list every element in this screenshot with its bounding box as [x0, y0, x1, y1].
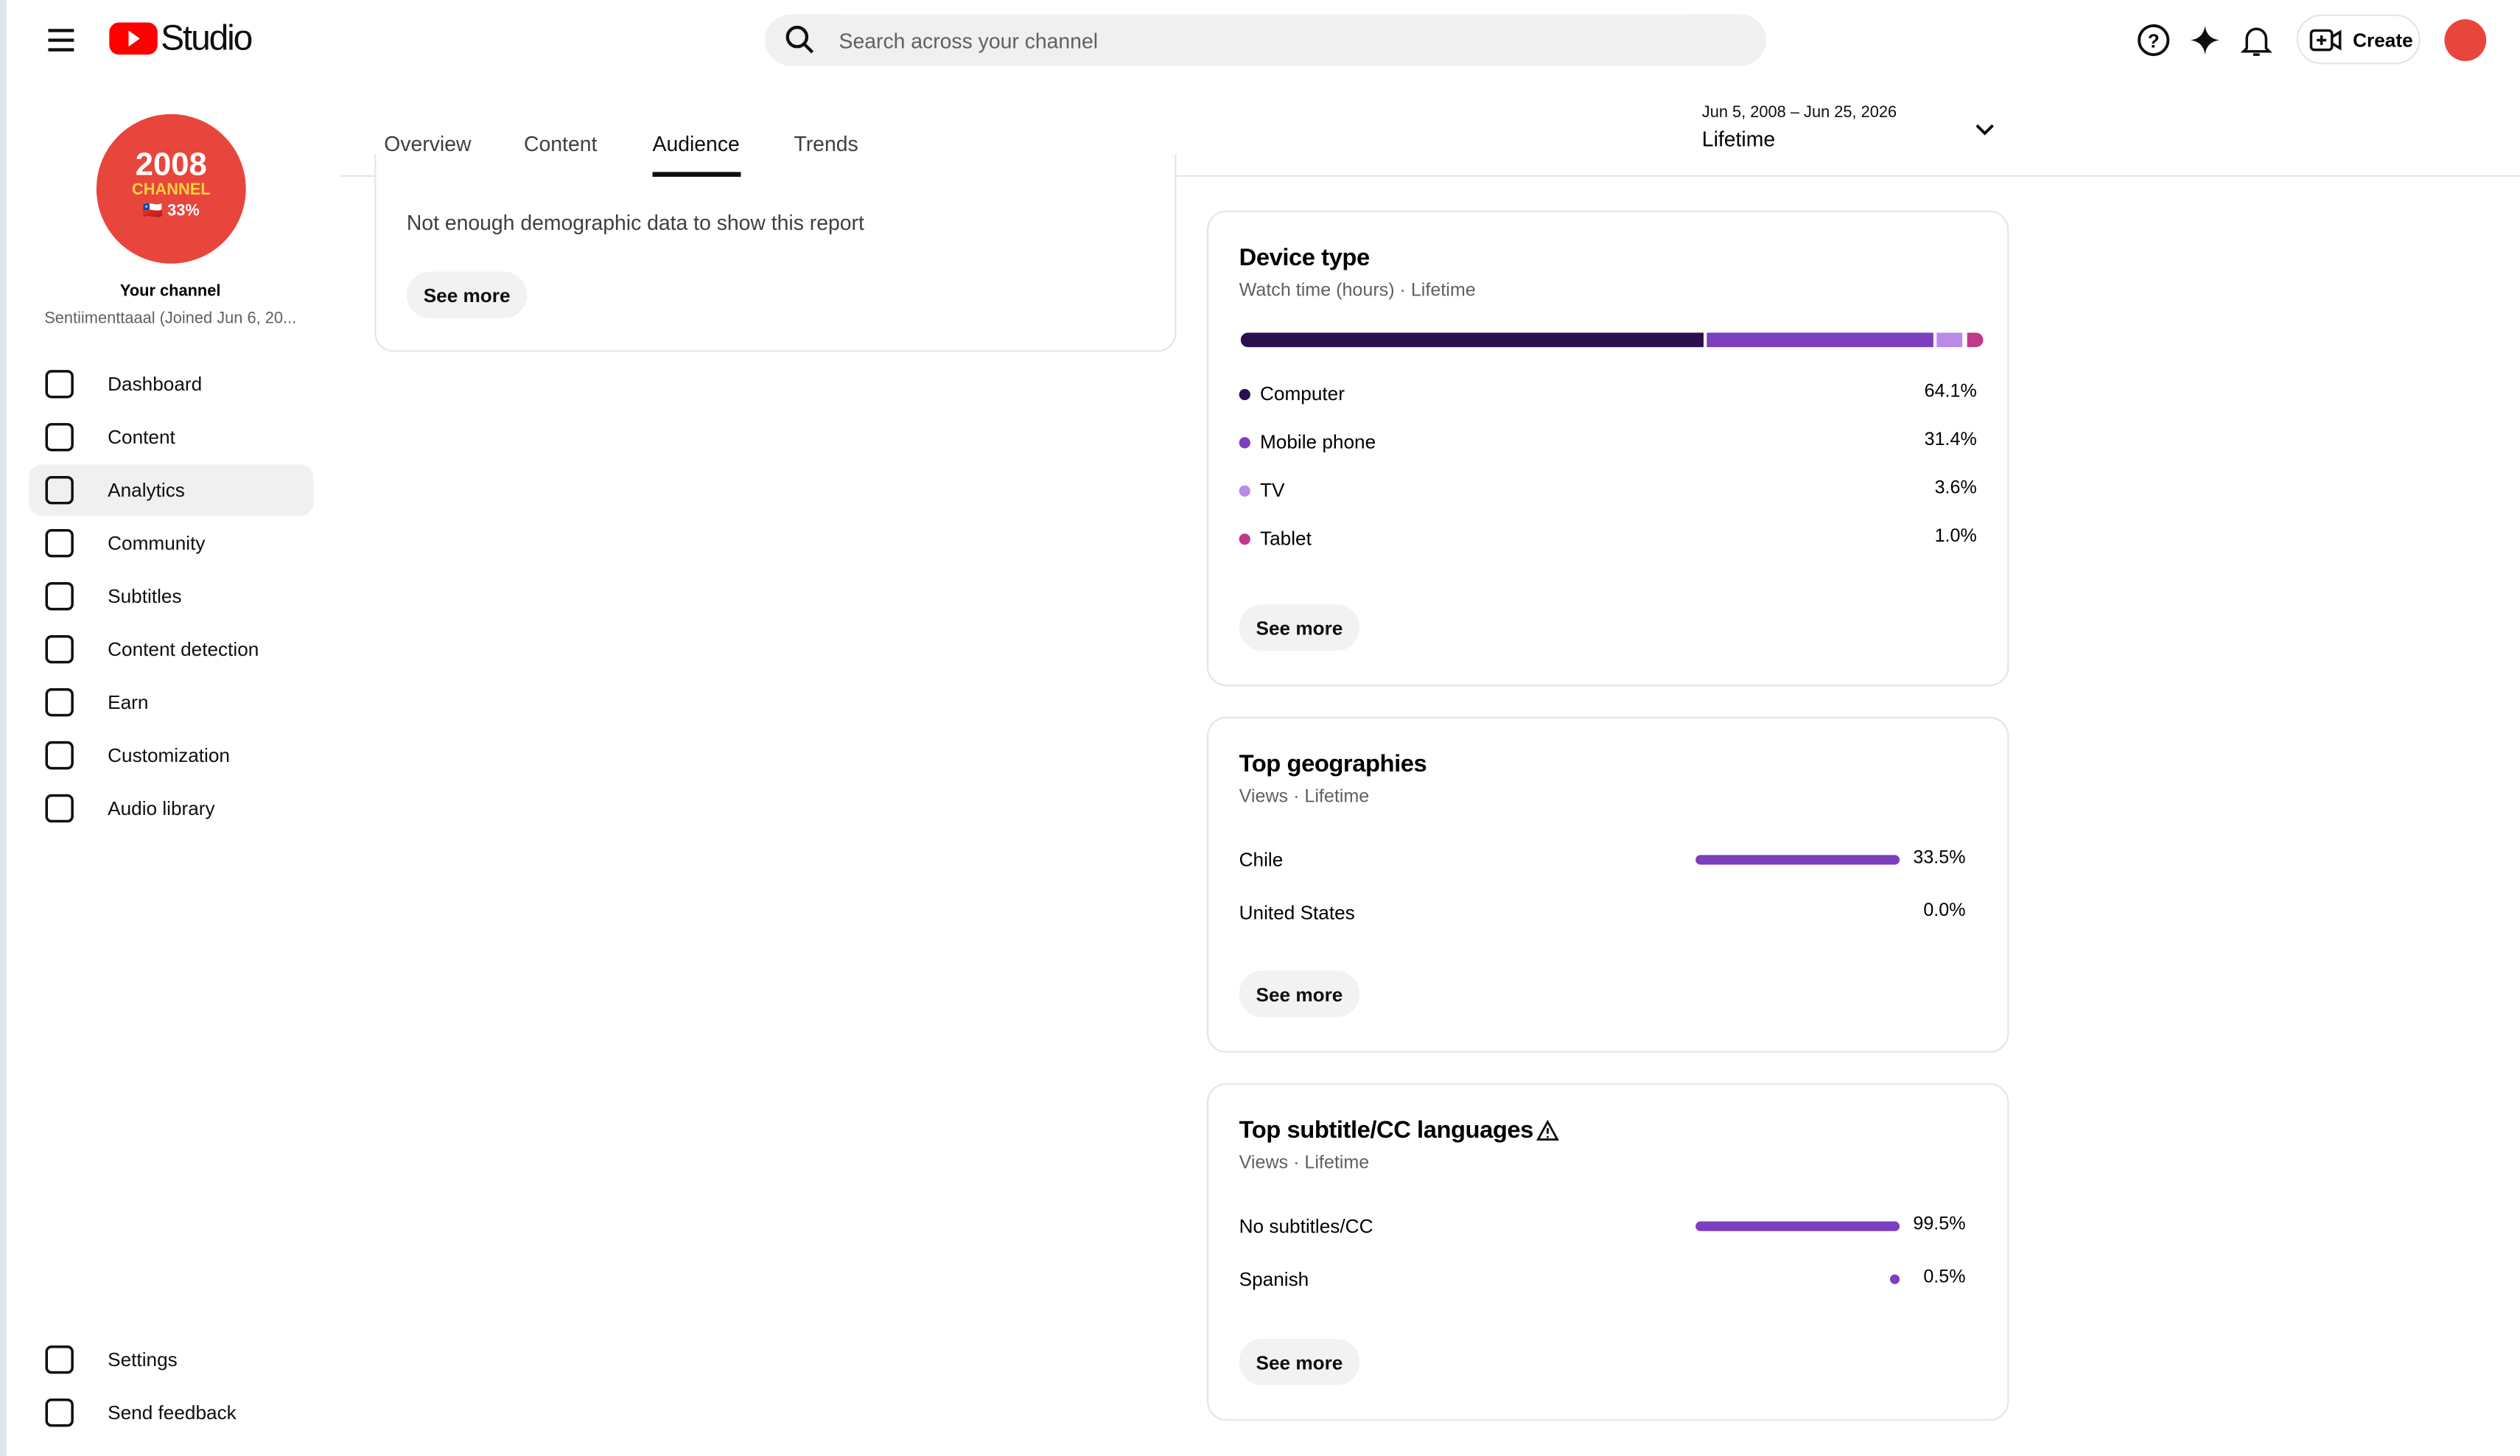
nav-item[interactable]: Content	[108, 425, 175, 449]
device-name: Mobile phone	[1259, 430, 1376, 454]
nav-item[interactable]: Send feedback	[108, 1401, 237, 1424]
nav-icon	[45, 1345, 74, 1374]
svg-text:?: ?	[2148, 29, 2160, 52]
row-value: 0.5%	[1923, 1267, 1966, 1288]
card-title: Device type	[1239, 244, 1371, 272]
nav-icon	[45, 1399, 74, 1427]
date-period: Lifetime	[1701, 127, 1776, 152]
card-subtitle: Watch time (hours) · Lifetime	[1239, 281, 1476, 301]
see-more[interactable]: See more	[1239, 1338, 1360, 1386]
geographies-card: Top geographies Views · Lifetime See more C…	[1207, 716, 2009, 1053]
row-bar	[1889, 1274, 1900, 1284]
youtube-logo[interactable]	[106, 19, 161, 57]
warning-icon[interactable]	[1536, 1120, 1559, 1143]
device-bar-segment	[1936, 332, 1964, 348]
card-subtitle: Views · Lifetime	[1239, 787, 1370, 807]
demographics-card: Not enough demographic data to show this…	[374, 154, 1177, 352]
nav-icon	[45, 794, 74, 823]
tab-underline	[652, 172, 741, 177]
nav-item[interactable]: Dashboard	[108, 373, 203, 396]
channel-avatar[interactable]: 2008 CHANNEL 🇨🇱 33%	[96, 113, 246, 264]
see-more[interactable]: See more	[1239, 604, 1360, 651]
nav-item[interactable]: Content detection	[108, 637, 259, 661]
device-name: Tablet	[1259, 527, 1312, 550]
row-bar	[1695, 1221, 1900, 1231]
row-name: Chile	[1239, 848, 1284, 872]
avatar-text: 2008	[135, 147, 207, 183]
device-bar-segment	[1240, 332, 1704, 348]
tab[interactable]: Content	[524, 131, 598, 156]
row-name: No subtitles/CC	[1239, 1214, 1373, 1238]
row-value: 33.5%	[1913, 848, 1966, 868]
card-title: Top subtitle/CC languages	[1239, 1116, 1534, 1144]
nav-icon	[45, 370, 74, 399]
device-value: 64.1%	[1924, 382, 1977, 402]
see-more[interactable]: See more	[406, 271, 528, 318]
avatar-text: 🇨🇱 33%	[142, 202, 200, 220]
search-icon	[785, 25, 814, 54]
nav-item[interactable]: Customization	[108, 743, 230, 767]
date-dropdown[interactable]	[1972, 117, 1998, 143]
nav-item[interactable]: Analytics	[108, 478, 185, 502]
nav-selected	[29, 464, 314, 517]
nav-item[interactable]: Subtitles	[108, 584, 182, 608]
tab-divider	[340, 175, 2520, 177]
see-more[interactable]: See more	[1239, 970, 1360, 1018]
create-icon	[2309, 29, 2342, 52]
create-button[interactable]: Create	[2296, 14, 2421, 65]
device_type-card: Device type Watch time (hours) · Lifetime…	[1207, 210, 2009, 687]
legend-dot	[1239, 437, 1250, 449]
search-placeholder: Search across your channel	[839, 29, 1099, 53]
tab[interactable]: Trends	[794, 131, 858, 156]
nav-item[interactable]: Audio library	[108, 797, 215, 820]
legend-dot	[1239, 533, 1250, 545]
demographics-message: Not enough demographic data to show this…	[406, 210, 864, 235]
subtitles-card: Top subtitle/CC languages Views · Lifetim…	[1207, 1083, 2009, 1421]
nav-icon	[45, 741, 74, 770]
legend-dot	[1239, 388, 1250, 401]
device-value: 31.4%	[1924, 430, 1977, 450]
nav-icon	[45, 476, 74, 505]
tab[interactable]: Audience	[652, 131, 740, 156]
device-value: 1.0%	[1934, 527, 1977, 547]
device-name: Computer	[1259, 382, 1345, 405]
device-bar-segment	[1707, 332, 1934, 348]
nav-icon	[45, 529, 74, 558]
search-box[interactable]: Search across your channel	[765, 14, 1767, 66]
header-icons[interactable]: ?	[2136, 23, 2281, 58]
nav-item[interactable]: Settings	[108, 1348, 178, 1371]
nav-icon	[45, 634, 74, 664]
row-name: Spanish	[1239, 1267, 1309, 1291]
channel-name: Sentiimenttaaal (Joined Jun 6, 20...	[44, 309, 297, 328]
legend-dot	[1239, 485, 1250, 497]
avatar-text: CHANNEL	[131, 181, 211, 200]
menu-icon[interactable]	[45, 24, 77, 57]
account-avatar[interactable]	[2444, 19, 2487, 61]
your-channel: Your channel	[119, 282, 221, 301]
date-range: Jun 5, 2008 – Jun 25, 2026	[1701, 104, 1897, 122]
nav-item[interactable]: Community	[108, 531, 206, 555]
row-name: United States	[1239, 901, 1355, 925]
card-title: Top geographies	[1239, 750, 1427, 778]
create-label: Create	[2353, 29, 2413, 52]
device-name: TV	[1259, 478, 1285, 502]
device-value: 3.6%	[1934, 478, 1977, 499]
row-bar	[1695, 855, 1900, 865]
nav-icon	[45, 582, 74, 611]
nav-item[interactable]: Earn	[108, 690, 149, 714]
tab[interactable]: Overview	[384, 131, 472, 156]
nav-icon	[45, 687, 74, 717]
device-bar-segment	[1966, 332, 1983, 348]
row-value: 0.0%	[1923, 901, 1966, 921]
card-subtitle: Views · Lifetime	[1239, 1154, 1370, 1174]
nav-icon	[45, 423, 74, 452]
logo-text: Studio	[161, 17, 253, 58]
row-value: 99.5%	[1913, 1214, 1966, 1235]
